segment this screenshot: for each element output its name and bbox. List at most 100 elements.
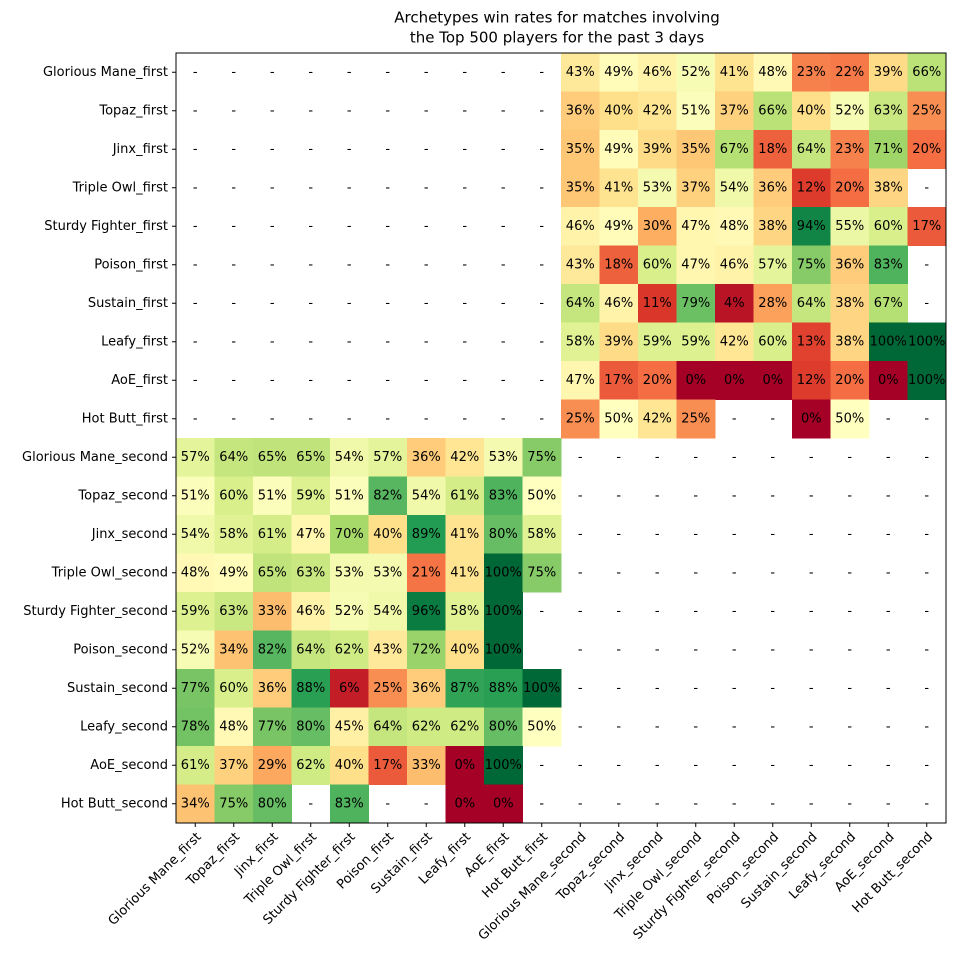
cell-label: 53% [489,450,518,465]
cell-label: 62% [412,719,441,734]
cell [830,168,870,208]
cell-label: 49% [604,142,633,157]
cell [522,476,562,516]
cell [253,592,292,631]
cell-label: 100% [523,681,560,696]
cell [522,707,562,747]
cell-label: - [693,642,698,657]
cell-label: - [462,373,467,388]
cell-label: 39% [604,334,633,349]
cell [561,91,600,131]
cell-label: 42% [720,334,749,349]
cell-label: 60% [643,257,672,272]
cell-label: - [539,65,544,80]
cell-label: 46% [643,65,672,80]
cell-label: 18% [604,257,633,272]
cell-label: - [809,642,814,657]
cell-label: - [578,527,583,542]
cell [869,361,908,400]
cell-label: - [501,411,506,426]
cell-label: - [385,257,390,272]
cell-label: 38% [835,296,864,311]
cell-label: - [732,411,737,426]
cell [599,361,639,400]
cell-label: - [847,681,852,696]
cell-label: - [693,488,698,503]
cell-label: - [616,604,621,619]
cell-label: 60% [758,334,787,349]
cell-label: - [847,565,852,580]
cell-label: - [886,450,891,465]
cell-label: - [770,450,775,465]
cell-label: - [886,758,891,773]
cell-label: 33% [258,604,287,619]
y-tick-label: Glorious Mane_first [43,65,168,80]
cell-label: 48% [181,565,210,580]
cell-label: 50% [527,488,556,503]
cell-label: 59% [681,334,710,349]
cell [830,284,870,323]
cell [753,245,793,285]
cell-label: - [424,411,429,426]
cell [715,361,754,400]
cell [445,784,485,824]
cell-label: - [578,604,583,619]
cell-label: - [578,681,583,696]
cell-label: 42% [643,103,672,118]
cell-label: - [616,642,621,657]
cell-label: - [924,719,929,734]
cell-label: 52% [681,65,710,80]
cell-label: 18% [758,142,787,157]
cell [407,438,446,477]
cell-label: 34% [181,796,210,811]
cell [407,707,446,747]
cell [561,322,600,362]
cell [176,592,215,631]
cell-label: 63% [874,103,903,118]
cell-label: - [347,219,352,234]
cell-label: - [308,334,313,349]
cell-label: - [347,411,352,426]
cell [253,476,292,516]
cell-label: - [231,334,236,349]
cell-label: 40% [335,758,364,773]
cell-label: - [693,604,698,619]
cell [676,91,716,131]
cell [676,284,716,323]
cell-label: 57% [758,257,787,272]
cell-label: - [847,450,852,465]
chart-title: the Top 500 players for the past 3 days [410,29,704,47]
cell [753,91,793,131]
cell-label: 46% [720,257,749,272]
cell [214,476,254,516]
cell-label: 80% [296,719,325,734]
cell [484,438,523,477]
plot-frame [175,52,947,824]
cell-label: - [424,796,429,811]
cell-label: 61% [181,758,210,773]
cell-label: - [539,142,544,157]
cell [676,399,716,439]
cell [368,592,408,631]
cell-label: 42% [450,450,479,465]
cell [330,476,369,516]
y-tick-label: Triple Owl_second [51,565,168,580]
cell [830,53,870,92]
cell-label: 41% [720,65,749,80]
cell [638,361,677,400]
cell-label: 63% [219,604,248,619]
cell-label: - [539,373,544,388]
cell-label: - [732,796,737,811]
cell-label: 25% [681,411,710,426]
cell-label: 53% [335,565,364,580]
cell [368,438,408,477]
cell [253,438,292,477]
cell [561,284,600,323]
cell-label: - [616,450,621,465]
cell [291,707,331,747]
cell-label: - [693,565,698,580]
cell-label: 58% [566,334,595,349]
cell-label: - [231,373,236,388]
cell-label: 66% [758,103,787,118]
